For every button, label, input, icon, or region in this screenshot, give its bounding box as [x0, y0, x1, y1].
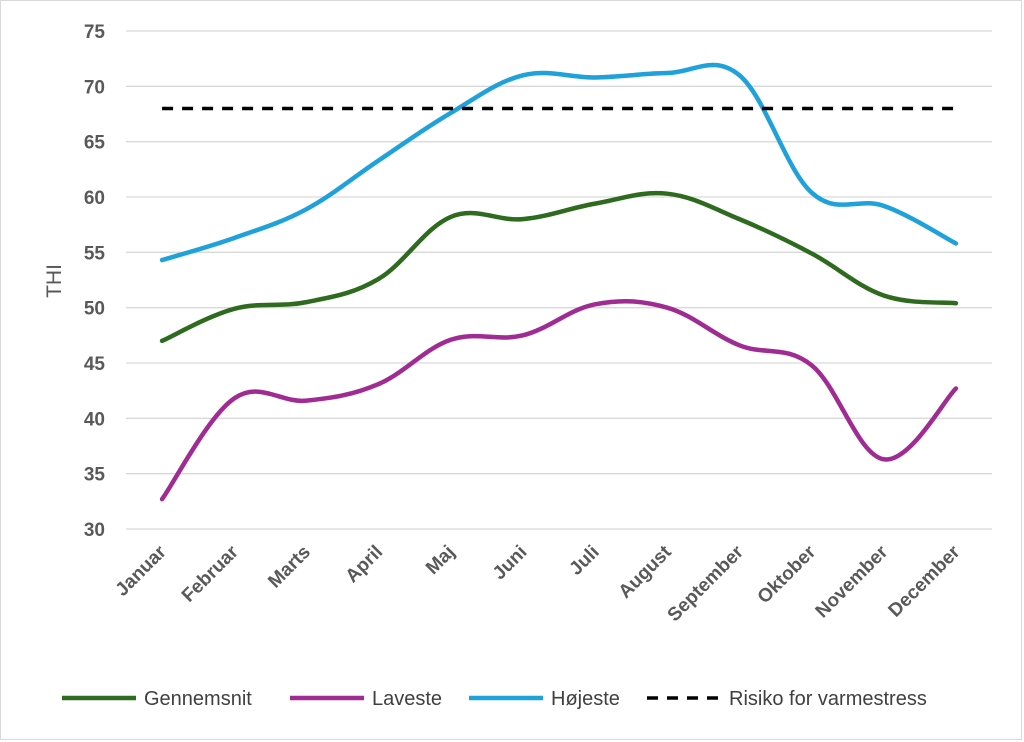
x-tick-label: August — [615, 541, 677, 603]
y-axis-title: THI — [43, 264, 66, 298]
series-lines — [159, 62, 959, 502]
x-tick-label: Juli — [566, 542, 604, 580]
y-tick-label: 35 — [84, 465, 106, 486]
x-tick-label: September — [664, 541, 749, 626]
x-tick-label: Januar — [112, 541, 171, 600]
x-tick-label: December — [885, 541, 965, 621]
y-axis-ticks: 30 35 40 45 50 55 60 65 70 75 — [84, 22, 106, 541]
x-tick-label: Februar — [178, 541, 243, 606]
series-line-laveste — [159, 299, 959, 502]
x-axis-ticks: Januar Februar Marts April Maj Juni Juli August… — [112, 541, 965, 626]
legend-label: Gennemsnit — [144, 688, 252, 710]
y-tick-label: 60 — [84, 188, 105, 209]
y-tick-label: 50 — [84, 299, 105, 320]
y-tick-label: 40 — [84, 409, 105, 430]
gridlines — [126, 30, 992, 475]
x-tick-label: Maj — [422, 542, 459, 579]
series-line-gennemsnit — [159, 190, 959, 344]
x-tick-label: November — [812, 541, 893, 622]
x-tick-label: Juni — [489, 542, 531, 584]
legend-label: Højeste — [551, 688, 620, 710]
y-tick-label: 45 — [84, 354, 106, 375]
x-tick-label: Marts — [264, 542, 315, 593]
y-tick-label: 55 — [84, 243, 106, 264]
series-line-h-jeste — [159, 62, 959, 263]
legend-label: Risiko for varmestress — [729, 688, 927, 710]
y-tick-label: 75 — [84, 22, 106, 43]
x-tick-label: April — [342, 542, 387, 587]
legend-label: Laveste — [372, 688, 442, 710]
y-tick-label: 70 — [84, 77, 105, 98]
x-tick-label: Oktober — [754, 541, 821, 608]
y-tick-label: 65 — [84, 133, 106, 154]
y-tick-label: 30 — [84, 520, 105, 541]
legend: Gennemsnit Laveste Højeste Risiko for varme… — [62, 688, 927, 710]
